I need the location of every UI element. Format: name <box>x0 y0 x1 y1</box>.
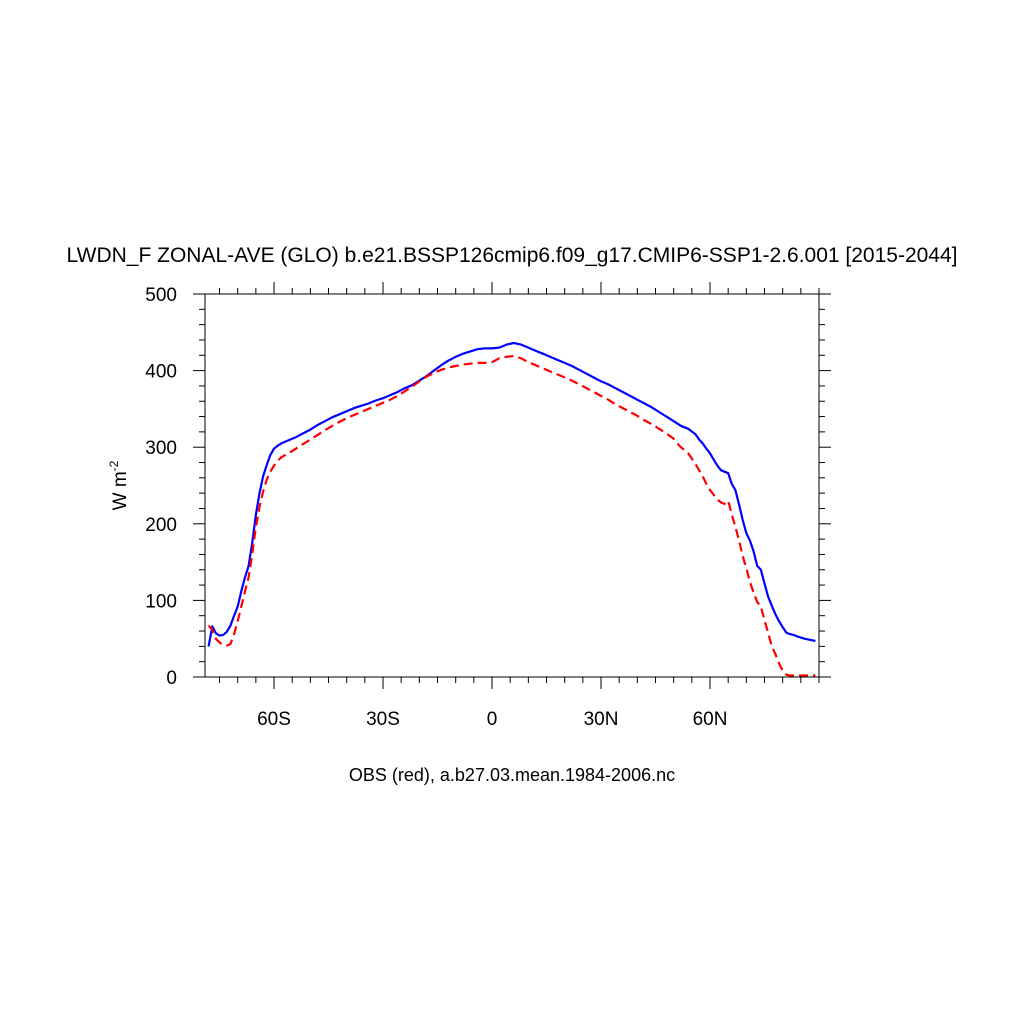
y-axis-label-base: W m <box>110 471 131 510</box>
series-line-2 <box>207 354 816 677</box>
x-tick-label: 30S <box>366 709 400 730</box>
x-tick-label: 60S <box>257 709 291 730</box>
tick-label-layer: 0 100 200 300 400 500 60S 30S 0 30N 60N <box>145 285 727 730</box>
series-line-1 <box>207 341 816 647</box>
y-axis-label-exponent: -2 <box>107 460 121 471</box>
series-layer <box>207 341 816 677</box>
plot-frame <box>204 293 820 678</box>
x-tick-label: 60N <box>693 709 728 730</box>
tick-layer <box>193 282 831 689</box>
y-tick-label: 400 <box>145 362 177 383</box>
chart-title: LWDN_F ZONAL-AVE (GLO) b.e21.BSSP126cmip… <box>67 244 958 267</box>
x-tick-label: 30N <box>584 709 619 730</box>
y-axis-label: W m-2 <box>107 460 131 510</box>
y-tick-label: 300 <box>145 438 177 459</box>
x-axis-caption: OBS (red), a.b27.03.mean.1984-2006.nc <box>349 765 675 785</box>
y-tick-label: 0 <box>166 668 177 689</box>
x-tick-label: 0 <box>487 709 498 730</box>
y-tick-label: 500 <box>145 285 177 306</box>
y-tick-label: 100 <box>145 591 177 612</box>
y-tick-label: 200 <box>145 515 177 536</box>
